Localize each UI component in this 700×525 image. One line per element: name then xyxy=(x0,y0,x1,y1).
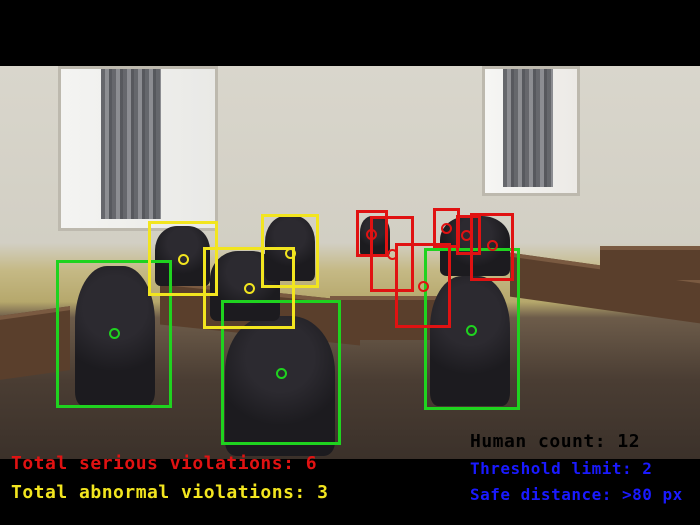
detection-center-serious xyxy=(487,240,498,251)
serious-violations-label: Total serious violations: 6 xyxy=(11,453,318,474)
detection-box-safe xyxy=(56,260,172,408)
desk xyxy=(600,246,700,280)
student xyxy=(225,316,335,456)
safe-distance-label: Safe distance: >80 px xyxy=(470,485,683,504)
detection-center-abnormal xyxy=(178,254,189,265)
detection-center-safe xyxy=(276,368,287,379)
detection-box-serious xyxy=(470,213,514,281)
detection-box-abnormal xyxy=(261,214,319,288)
detection-box-abnormal xyxy=(203,247,295,329)
detection-center-serious xyxy=(418,281,429,292)
human-count-label: Human count: 12 xyxy=(470,431,641,452)
detection-center-abnormal xyxy=(285,248,296,259)
student xyxy=(430,276,510,406)
detection-box-abnormal xyxy=(148,221,218,296)
detection-center-serious xyxy=(441,223,452,234)
detection-box-serious xyxy=(456,215,481,255)
detection-center-safe xyxy=(109,328,120,339)
curtain-left xyxy=(101,69,161,219)
abnormal-violations-label: Total abnormal violations: 3 xyxy=(11,482,329,503)
detection-center-abnormal xyxy=(244,283,255,294)
classroom-window-left xyxy=(58,66,218,231)
detection-box-serious xyxy=(395,243,451,328)
threshold-limit-label: Threshold limit: 2 xyxy=(470,459,653,478)
detection-box-serious xyxy=(370,216,414,292)
detection-box-safe xyxy=(221,300,341,445)
classroom-window-right xyxy=(482,66,580,196)
curtain-right xyxy=(503,69,553,187)
detection-center-safe xyxy=(466,325,477,336)
